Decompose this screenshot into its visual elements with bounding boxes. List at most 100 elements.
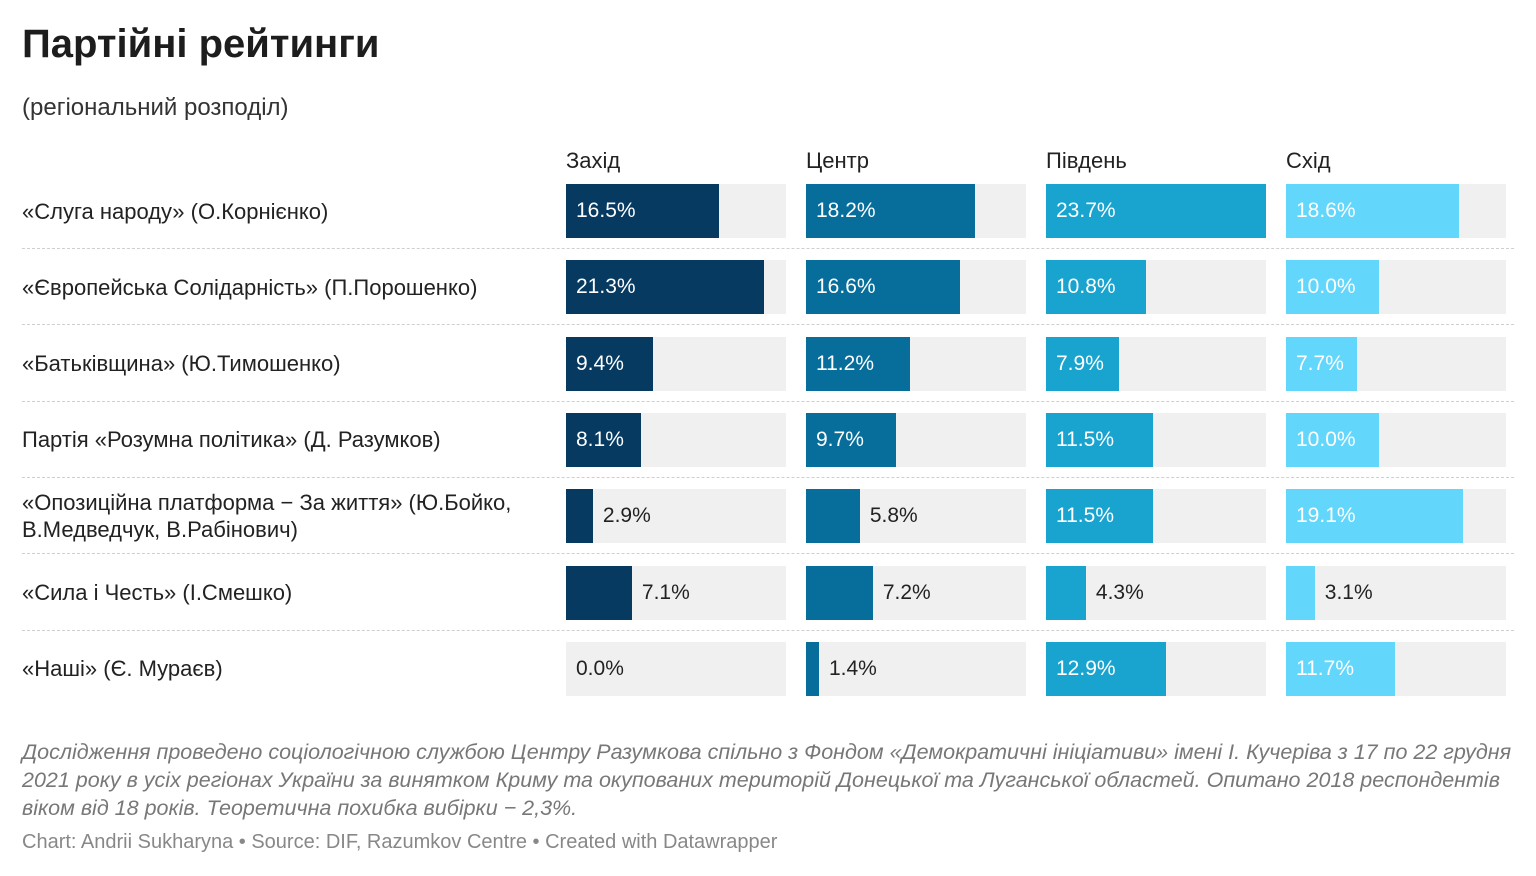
bar-track: 23.7% (1046, 184, 1266, 238)
notes: Дослідження проведено соціологічною служ… (22, 740, 1512, 820)
value-label: 11.7% (1296, 656, 1354, 680)
bar-track: 10.8% (1046, 260, 1266, 315)
bar-track: 16.5% (566, 184, 786, 238)
value-label: 16.5% (576, 199, 636, 222)
row-separator (22, 400, 1514, 402)
bar (806, 184, 975, 238)
column-header: Південь (1046, 148, 1127, 173)
bar-track: 1.4% (806, 641, 1026, 696)
row-separator (22, 553, 1514, 555)
bar-track: 19.1% (1286, 489, 1506, 544)
bar (1046, 641, 1166, 696)
bar-track: 3.1% (1286, 565, 1506, 620)
bar (1286, 641, 1395, 696)
value-label: 11.5% (1056, 504, 1114, 528)
bar-track: 2.9% (566, 489, 786, 544)
row-label: «Батьківщина» (Ю.Тимошенко) (22, 351, 341, 377)
value-label: 3.1% (1324, 580, 1373, 604)
bar-track: 7.2% (806, 565, 1026, 620)
value-label: 11.2% (816, 351, 874, 375)
value-label: 9.7% (816, 427, 864, 451)
bar (1286, 565, 1315, 620)
value-label: 7.9% (1056, 351, 1104, 375)
value-label: 1.4% (828, 656, 877, 680)
row-label: «Слуга народу» (О.Корнієнко) (22, 198, 329, 224)
bar (566, 489, 593, 544)
bar (1046, 184, 1266, 238)
source: Chart: Andrii Sukharyna • Source: DIF, R… (22, 831, 778, 853)
bar (1046, 336, 1120, 391)
chart-subtitle: (регіональний розподіл) (22, 94, 289, 121)
value-label: 10.0% (1296, 427, 1356, 451)
bar-track: 7.9% (1046, 336, 1266, 391)
bar-track: 11.2% (806, 336, 1026, 391)
bar-track: 5.8% (806, 489, 1026, 544)
bar (1046, 489, 1153, 544)
bar-track: 8.1% (566, 412, 786, 467)
value-label: 16.6% (816, 275, 876, 299)
row-label: Партія «Розумна політика» (Д. Разумков) (22, 427, 441, 453)
bar-track: 12.9% (1046, 641, 1266, 696)
value-label: 11.5% (1056, 427, 1114, 451)
bar (1286, 412, 1379, 467)
column-header: Схід (1286, 148, 1331, 173)
row-separator (22, 476, 1514, 478)
value-label: 4.3% (1095, 580, 1144, 604)
bar-track: 11.5% (1046, 489, 1266, 544)
bar (1046, 565, 1086, 620)
value-label: 7.7% (1296, 351, 1344, 375)
bar-track: 7.7% (1286, 336, 1506, 391)
bar (1286, 260, 1379, 315)
chart-title: Партійні рейтинги (22, 22, 380, 66)
bar (1286, 489, 1464, 544)
value-label: 9.4% (576, 351, 624, 375)
row-label: «Опозиційна платформа − За життя» (Ю.Бой… (22, 490, 512, 543)
row-label: «Наші» (Є. Мураєв) (22, 656, 223, 682)
value-label: 21.3% (576, 275, 636, 299)
bar-track: 21.3% (566, 260, 786, 315)
bar (566, 184, 720, 238)
bar (1046, 412, 1153, 467)
bar-track: 7.1% (566, 565, 786, 620)
bar-track: 18.6% (1286, 184, 1506, 238)
bar-track: 10.0% (1286, 260, 1506, 315)
bar-track: 11.7% (1286, 641, 1506, 696)
value-label: 12.9% (1056, 656, 1116, 680)
bar (806, 412, 897, 467)
value-label: 10.0% (1296, 275, 1356, 299)
value-label: 18.6% (1296, 199, 1356, 222)
value-label: 8.1% (576, 427, 624, 451)
bar (806, 489, 860, 544)
bar-track: 16.6% (806, 260, 1026, 315)
bar (806, 565, 873, 620)
bar (566, 260, 764, 315)
bar (1046, 260, 1147, 315)
bar-track: 11.5% (1046, 412, 1266, 467)
column-header: Центр (806, 148, 869, 173)
row-separator (22, 629, 1514, 631)
bar (806, 260, 961, 315)
row-separator (22, 248, 1514, 249)
value-label: 5.8% (869, 504, 918, 528)
bar-track: 9.7% (806, 412, 1026, 467)
bar-track: 0.0% (566, 641, 786, 696)
value-label: 18.2% (816, 199, 876, 222)
bar-track: 4.3% (1046, 565, 1266, 620)
value-label: 23.7% (1056, 199, 1116, 222)
bar (566, 565, 632, 620)
row-separator (22, 324, 1514, 326)
bar (566, 336, 654, 391)
bar (566, 412, 642, 467)
value-label: 2.9% (602, 504, 651, 528)
bar-track: 18.2% (806, 184, 1026, 238)
row-label: «Європейська Солідарність» (П.Порошенко) (22, 274, 478, 300)
column-header: Захід (566, 148, 621, 173)
bar-track: 9.4% (566, 336, 786, 391)
bar (1286, 336, 1358, 391)
value-label: 10.8% (1056, 275, 1116, 299)
bar-track: 10.0% (1286, 412, 1506, 467)
bar (806, 336, 910, 391)
row-label: «Сила і Честь» (І.Смешко) (22, 580, 293, 605)
bar (806, 641, 819, 696)
